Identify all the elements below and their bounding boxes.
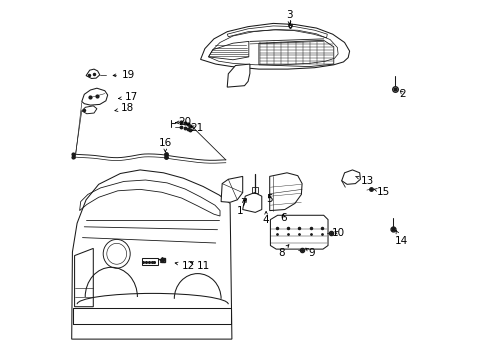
- Polygon shape: [341, 170, 360, 184]
- Text: 6: 6: [280, 213, 286, 223]
- Text: 18: 18: [115, 103, 134, 113]
- Text: 1: 1: [236, 199, 246, 216]
- Text: 14: 14: [394, 231, 407, 246]
- Text: 9: 9: [305, 248, 315, 258]
- Polygon shape: [221, 176, 242, 202]
- Text: 19: 19: [113, 70, 135, 80]
- Text: 20: 20: [175, 117, 191, 127]
- Polygon shape: [270, 215, 327, 249]
- Text: 2: 2: [399, 89, 406, 99]
- Text: 7: 7: [240, 198, 246, 208]
- Text: 4: 4: [262, 211, 269, 225]
- Text: 15: 15: [373, 186, 389, 197]
- Text: 12: 12: [175, 261, 195, 271]
- Text: 3: 3: [285, 10, 292, 24]
- Text: 11: 11: [190, 261, 209, 271]
- Polygon shape: [242, 193, 261, 212]
- Text: 13: 13: [355, 176, 373, 186]
- Text: 8: 8: [278, 245, 288, 258]
- Polygon shape: [81, 88, 107, 105]
- Polygon shape: [269, 173, 302, 211]
- Polygon shape: [86, 69, 100, 78]
- Text: 16: 16: [158, 138, 172, 152]
- Text: 5: 5: [266, 194, 272, 204]
- Text: 17: 17: [118, 92, 138, 102]
- Polygon shape: [81, 106, 97, 114]
- Text: 10: 10: [331, 228, 345, 238]
- Polygon shape: [227, 64, 249, 87]
- Polygon shape: [200, 23, 349, 69]
- Polygon shape: [72, 170, 231, 339]
- Text: 21: 21: [190, 123, 203, 133]
